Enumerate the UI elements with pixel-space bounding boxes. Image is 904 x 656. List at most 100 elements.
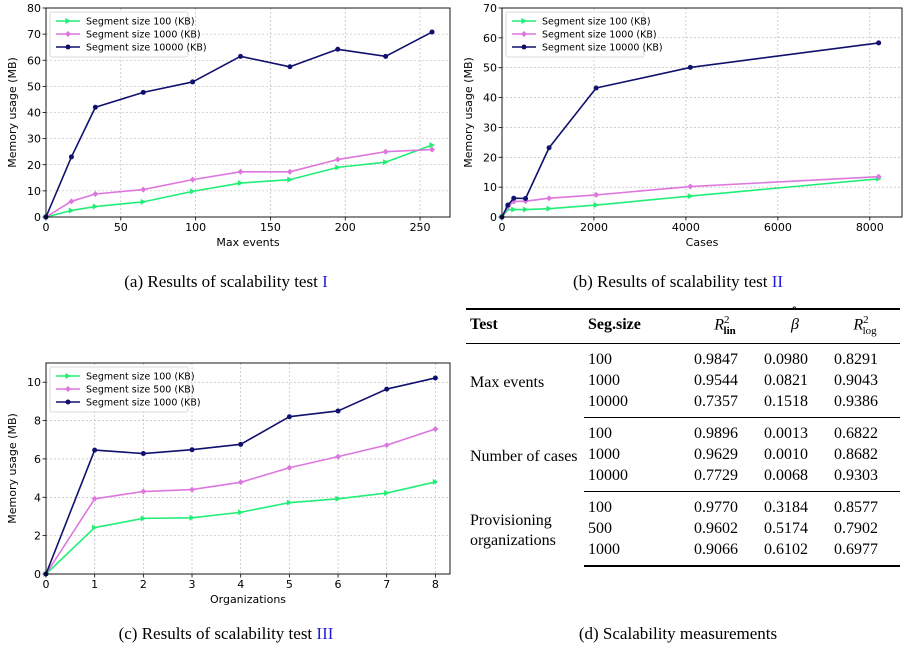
table-row: 1000 0.9066 0.6102 0.6977: [466, 538, 900, 567]
data-point: [335, 46, 341, 52]
table-row: 10000 0.7729 0.0068 0.9303: [466, 464, 900, 492]
data-point: [511, 195, 517, 201]
legend-label: Segment size 100 (KB): [86, 17, 195, 28]
legend-marker: [521, 18, 527, 24]
data-point: [335, 164, 341, 171]
data-point: [522, 206, 529, 213]
y-tick-label: 40: [27, 107, 41, 120]
chart-max-events: 0 50 100 150 200 250 0 10 20 30 40 50 60 70 80 Max even…: [6, 2, 451, 249]
cell-rlog: 0.8291: [834, 350, 878, 368]
data-point: [287, 176, 293, 183]
cell-beta: 0.5174: [764, 519, 808, 537]
series-1: [43, 146, 436, 220]
x-tick-label: 0: [499, 221, 506, 234]
data-point: [593, 202, 600, 209]
cell-beta: 0.0010: [764, 445, 808, 463]
cell-rlog: 0.8682: [834, 445, 878, 463]
cell-rlog: 0.8577: [834, 498, 878, 516]
y-tick-label: 8: [34, 415, 41, 428]
table-row: 500 0.9602 0.5174 0.7902: [466, 518, 900, 539]
cell-beta: 0.1518: [760, 390, 830, 418]
y-tick-label: 50: [483, 62, 497, 75]
caption-c-ref[interactable]: III: [316, 624, 334, 643]
caption-c-text: (c) Results of scalability test: [118, 624, 317, 643]
x-tick-label: 0: [43, 578, 50, 591]
data-point: [140, 515, 147, 522]
y-tick-label: 50: [27, 80, 41, 93]
cell-seg: 100: [588, 350, 612, 368]
caption-b-ref[interactable]: II: [771, 272, 784, 291]
cell-rlog: 0.9386: [830, 390, 900, 418]
x-axis-label: Cases: [686, 236, 719, 249]
data-point: [432, 375, 438, 381]
data-point: [335, 408, 341, 414]
data-point: [92, 191, 99, 198]
data-point: [189, 514, 196, 521]
cell-rlin: 0.9770: [694, 498, 738, 516]
cell-seg: 1000: [584, 538, 690, 567]
data-point: [286, 499, 293, 506]
data-point: [190, 79, 196, 85]
x-tick-label: 3: [189, 578, 196, 591]
series-line: [45, 144, 433, 218]
y-tick-label: 20: [483, 151, 497, 164]
cell-beta: 0.0821: [764, 371, 808, 389]
data-point: [429, 146, 436, 153]
legend-label: Segment size 1000 (KB): [86, 398, 201, 409]
legend: Segment size 100 (KB) Segment size 1000 (…: [49, 11, 207, 58]
y-tick-label: 80: [27, 2, 41, 15]
data-point: [335, 495, 342, 502]
data-point: [383, 53, 389, 59]
data-point: [91, 495, 98, 502]
cell-seg: 500: [588, 519, 612, 537]
x-tick-label: 4: [237, 578, 244, 591]
table-row: Provisioning organizations 100 0.9770 0.318…: [466, 491, 900, 549]
data-point: [511, 206, 517, 213]
cell-rlin: 0.9896: [694, 424, 738, 442]
cell-beta: 0.3184: [764, 498, 808, 516]
y-axis-label: Memory usage (MB): [6, 57, 19, 168]
cell-beta: 0.0068: [760, 464, 830, 492]
cell-rlin: 0.9066: [690, 538, 760, 567]
header-r-lin: R2lin: [690, 307, 760, 344]
data-point: [238, 53, 244, 59]
legend-label: Segment size 1000 (KB): [86, 30, 201, 41]
x-tick-label: 8: [432, 578, 439, 591]
x-tick-label: 6000: [764, 221, 792, 234]
cell-seg: 1000: [588, 445, 620, 463]
data-point: [189, 447, 195, 453]
data-point: [384, 490, 390, 497]
series-2: [43, 375, 438, 577]
data-point: [687, 193, 694, 200]
data-point: [334, 156, 341, 163]
caption-a-ref[interactable]: I: [322, 272, 328, 291]
data-point: [687, 183, 694, 190]
data-point: [382, 148, 389, 155]
data-point: [432, 425, 439, 432]
caption-d: (d) Scalability measurements: [452, 624, 904, 644]
y-tick-label: 2: [34, 530, 41, 543]
cell-rlog: 0.9303: [830, 464, 900, 492]
table-row: 10000 0.7357 0.1518 0.9386: [466, 390, 900, 418]
data-point: [237, 479, 244, 486]
y-tick-label: 30: [483, 121, 497, 134]
data-point: [190, 188, 196, 195]
legend-marker: [521, 31, 527, 37]
x-tick-label: 7: [383, 578, 390, 591]
series-line: [45, 31, 433, 218]
caption-d-text: (d) Scalability measurements: [578, 624, 778, 643]
legend-marker: [65, 373, 71, 379]
y-tick-label: 4: [34, 491, 41, 504]
data-point: [140, 198, 147, 205]
data-point: [68, 198, 75, 205]
x-tick-label: 5: [286, 578, 293, 591]
data-point: [140, 488, 147, 495]
header-test: Test: [466, 307, 584, 344]
legend-label: Segment size 1000 (KB): [542, 30, 657, 41]
y-tick-label: 0: [490, 211, 497, 224]
cell-seg: 10000: [584, 390, 690, 418]
table-row: 1000 0.9544 0.0821 0.9043: [466, 370, 900, 391]
x-tick-label: 100: [185, 221, 206, 234]
data-point: [237, 168, 244, 175]
data-point: [383, 442, 390, 449]
